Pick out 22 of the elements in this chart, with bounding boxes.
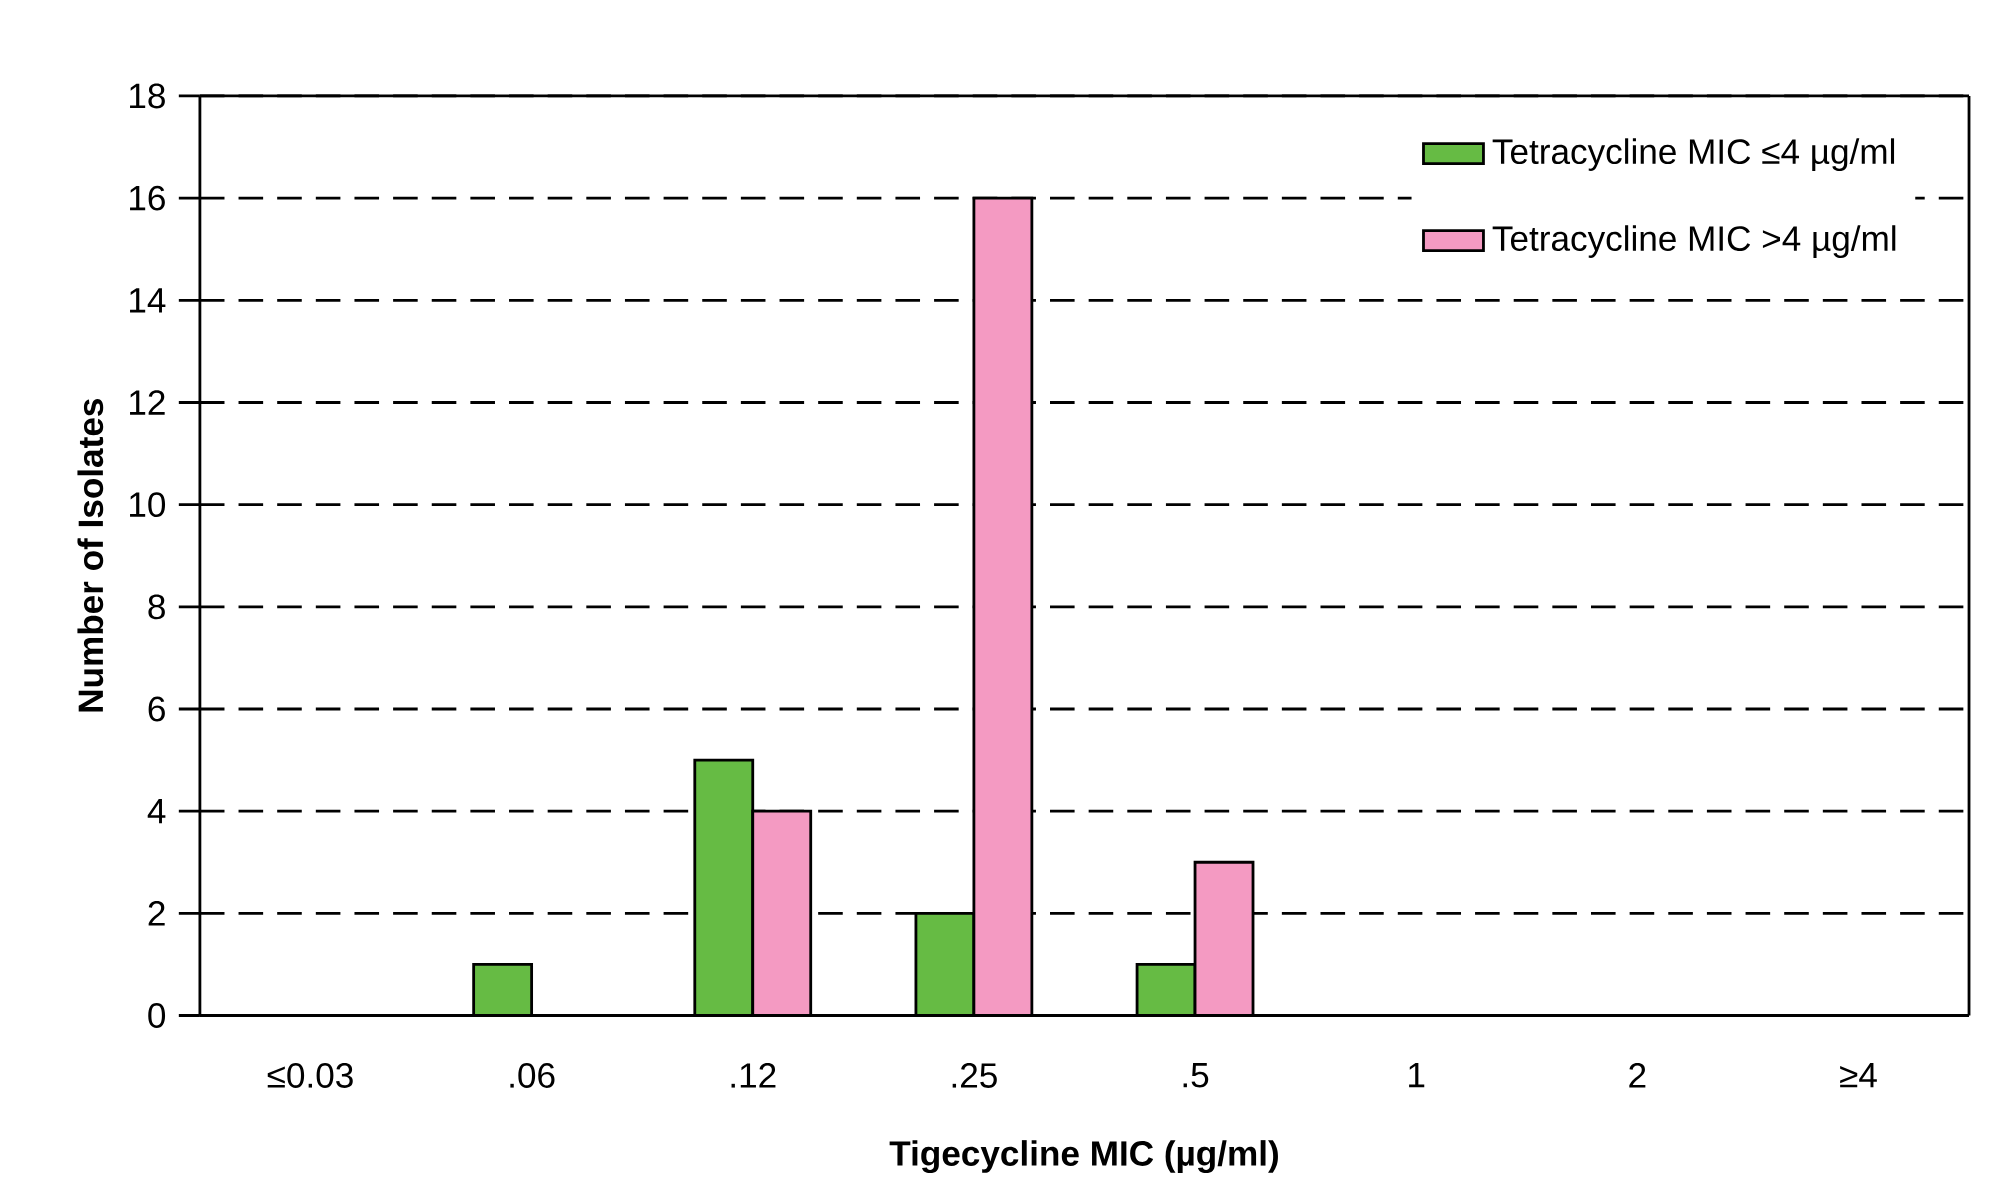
x-tick-label: .06 xyxy=(510,1063,555,1089)
y-tick-label: 0 xyxy=(148,1003,166,1029)
legend-label: Tetracycline MIC ≤4 µg/ml xyxy=(1492,138,1895,172)
y-axis-title: Number of Isolates xyxy=(77,399,104,712)
x-tick-label: .5 xyxy=(1183,1063,1209,1088)
x-tick-label: 1 xyxy=(1409,1063,1425,1088)
y-tick-label: 8 xyxy=(148,594,165,620)
y-tick-label: 10 xyxy=(130,492,166,518)
y-tick-label: 4 xyxy=(147,799,166,824)
y-tick-label: 2 xyxy=(148,901,165,926)
y-tick-label: 12 xyxy=(130,390,165,415)
x-tick-label: 2 xyxy=(1629,1063,1646,1088)
y-tick-label: 18 xyxy=(130,83,165,109)
x-tick-label: ≥4 xyxy=(1840,1063,1877,1088)
y-tick-label: 14 xyxy=(130,288,166,313)
y-tick-label: 16 xyxy=(130,185,165,211)
x-tick-label: ≤0.03 xyxy=(267,1063,353,1089)
x-axis-title: Tigecycline MIC (µg/ml) xyxy=(889,1140,1278,1174)
x-tick-label: .12 xyxy=(731,1063,776,1088)
y-tick-label: 6 xyxy=(148,696,165,722)
x-tick-label: .25 xyxy=(952,1063,997,1089)
legend-label: Tetracycline MIC >4 µg/ml xyxy=(1492,225,1896,259)
